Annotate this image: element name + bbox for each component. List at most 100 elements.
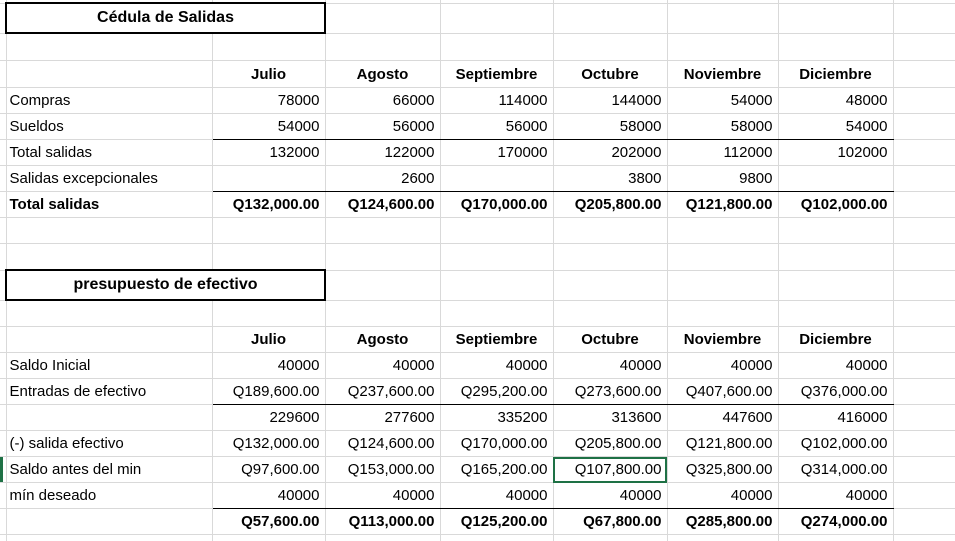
cell[interactable]: [0, 482, 7, 509]
cell[interactable]: 56000: [440, 113, 554, 140]
cell[interactable]: Q295,200.00: [440, 378, 554, 405]
cell[interactable]: [0, 139, 7, 166]
cell[interactable]: [0, 378, 7, 405]
cell[interactable]: [893, 3, 955, 34]
column-header[interactable]: Octubre: [553, 326, 668, 353]
cell[interactable]: [0, 87, 7, 114]
cell[interactable]: Q407,600.00: [667, 378, 779, 405]
cell[interactable]: Q67,800.00: [553, 508, 668, 535]
cell[interactable]: Q170,000.00: [440, 191, 554, 218]
cell[interactable]: 40000: [440, 482, 554, 509]
cell[interactable]: Q102,000.00: [778, 191, 894, 218]
cell[interactable]: 102000: [778, 139, 894, 166]
cell[interactable]: [893, 326, 955, 353]
column-header[interactable]: Diciembre: [778, 326, 894, 353]
cell[interactable]: [778, 33, 894, 61]
cell[interactable]: Q132,000.00: [212, 191, 326, 218]
cell[interactable]: [0, 352, 7, 379]
cell[interactable]: 132000: [212, 139, 326, 166]
cell[interactable]: Q274,000.00: [778, 508, 894, 535]
cell[interactable]: Q170,000.00: [440, 430, 554, 457]
column-header[interactable]: Septiembre: [440, 326, 554, 353]
cell[interactable]: [667, 270, 779, 301]
cell[interactable]: [778, 0, 894, 4]
cell[interactable]: Q314,000.00: [778, 456, 894, 483]
column-header[interactable]: Agosto: [325, 60, 441, 88]
cell[interactable]: [553, 217, 668, 244]
cell[interactable]: [0, 326, 7, 353]
cell[interactable]: 40000: [778, 352, 894, 379]
cell[interactable]: [553, 300, 668, 327]
cell[interactable]: [893, 300, 955, 327]
row-label[interactable]: [6, 404, 213, 431]
cell[interactable]: 229600: [212, 404, 326, 431]
cell[interactable]: 40000: [778, 482, 894, 509]
cell[interactable]: 40000: [553, 482, 668, 509]
cell[interactable]: 56000: [325, 113, 441, 140]
column-header[interactable]: Octubre: [553, 60, 668, 88]
cell[interactable]: Q121,800.00: [667, 430, 779, 457]
cell[interactable]: [893, 243, 955, 271]
cell[interactable]: [325, 33, 441, 61]
cell[interactable]: 114000: [440, 87, 554, 114]
cell[interactable]: [553, 243, 668, 271]
cell[interactable]: 40000: [440, 352, 554, 379]
cell[interactable]: [325, 217, 441, 244]
row-label[interactable]: [6, 508, 213, 535]
cell[interactable]: [778, 3, 894, 34]
cell[interactable]: [440, 300, 554, 327]
row-label[interactable]: (-) salida efectivo: [6, 430, 213, 457]
cell[interactable]: 54000: [667, 87, 779, 114]
cell[interactable]: [667, 3, 779, 34]
cell[interactable]: [778, 300, 894, 327]
cell[interactable]: Q153,000.00: [325, 456, 441, 483]
cell[interactable]: [778, 217, 894, 244]
cell[interactable]: [0, 33, 7, 61]
cell[interactable]: 202000: [553, 139, 668, 166]
cell[interactable]: [893, 165, 955, 192]
cell[interactable]: [893, 33, 955, 61]
cell[interactable]: 78000: [212, 87, 326, 114]
cell[interactable]: [325, 0, 441, 4]
cell[interactable]: [893, 430, 955, 457]
row-label[interactable]: Salidas excepcionales: [6, 165, 213, 192]
column-header[interactable]: Septiembre: [440, 60, 554, 88]
cell[interactable]: [893, 139, 955, 166]
cell[interactable]: 335200: [440, 404, 554, 431]
cell[interactable]: Q102,000.00: [778, 430, 894, 457]
cell[interactable]: Q124,600.00: [325, 430, 441, 457]
cell[interactable]: [893, 352, 955, 379]
section1-title[interactable]: Cédula de Salidas: [5, 2, 326, 34]
cell[interactable]: [6, 33, 213, 61]
cell[interactable]: [893, 191, 955, 218]
cell[interactable]: 9800: [667, 165, 779, 192]
cell[interactable]: Q124,600.00: [325, 191, 441, 218]
cell[interactable]: [6, 300, 213, 327]
cell[interactable]: 40000: [325, 482, 441, 509]
cell[interactable]: [0, 217, 7, 244]
cell[interactable]: 40000: [553, 352, 668, 379]
cell[interactable]: [0, 404, 7, 431]
cell[interactable]: [893, 508, 955, 535]
column-header[interactable]: Noviembre: [667, 326, 779, 353]
row-label[interactable]: Total salidas: [6, 191, 213, 218]
cell[interactable]: Q189,600.00: [212, 378, 326, 405]
cell[interactable]: [325, 300, 441, 327]
cell[interactable]: 313600: [553, 404, 668, 431]
cell[interactable]: Q125,200.00: [440, 508, 554, 535]
cell[interactable]: 122000: [325, 139, 441, 166]
cell[interactable]: Q285,800.00: [667, 508, 779, 535]
cell[interactable]: [553, 33, 668, 61]
cell[interactable]: [440, 33, 554, 61]
cell[interactable]: Q97,600.00: [212, 456, 326, 483]
cell[interactable]: 58000: [553, 113, 668, 140]
column-header[interactable]: Agosto: [325, 326, 441, 353]
cell[interactable]: [212, 243, 326, 271]
column-header[interactable]: Julio: [212, 326, 326, 353]
cell[interactable]: [893, 60, 955, 88]
cell[interactable]: [893, 87, 955, 114]
cell[interactable]: [0, 430, 7, 457]
selected-cell[interactable]: Q107,800.00: [553, 456, 668, 483]
cell[interactable]: [0, 191, 7, 218]
cell[interactable]: [667, 243, 779, 271]
